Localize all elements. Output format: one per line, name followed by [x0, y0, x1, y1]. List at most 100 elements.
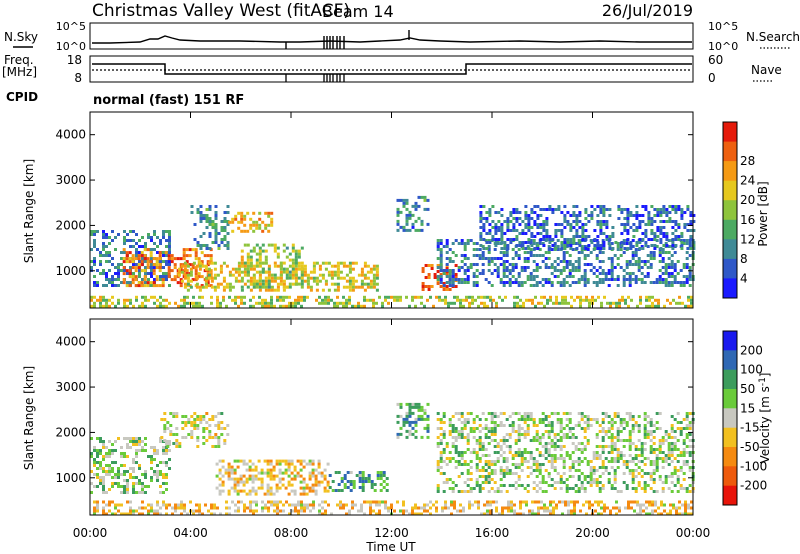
echo-cell — [227, 477, 231, 481]
echo-cell — [568, 418, 572, 421]
echo-cell — [439, 418, 443, 421]
echo-cell — [623, 223, 627, 226]
echo-cell — [190, 436, 194, 439]
echo-cell — [367, 477, 371, 480]
echo-cell — [469, 487, 473, 490]
echo-cell — [275, 474, 279, 478]
echo-cell — [590, 214, 594, 217]
echo-cell — [584, 208, 588, 211]
echo-cell — [162, 482, 165, 485]
echo-cell — [233, 471, 237, 475]
echo-cell — [150, 236, 153, 239]
echo-cell — [472, 272, 476, 275]
echo-cell — [546, 301, 549, 305]
echo-cell — [180, 503, 183, 507]
echo-cell — [408, 414, 412, 418]
echo-cell — [508, 472, 512, 475]
echo-cell — [159, 470, 162, 473]
echo-cell — [508, 263, 512, 266]
echo-cell — [193, 223, 197, 226]
echo-cell — [194, 257, 198, 261]
echo-cell — [645, 295, 648, 299]
echo-cell — [369, 282, 373, 286]
echo-cell — [223, 244, 227, 247]
echo-cell — [195, 282, 199, 286]
echo-cell — [93, 263, 96, 266]
echo-cell — [177, 304, 180, 308]
echo-cell — [502, 251, 506, 254]
echo-cell — [614, 241, 618, 244]
echo-cell — [318, 503, 321, 507]
echo-cell — [210, 285, 214, 289]
echo-cell — [297, 503, 300, 507]
echo-cell — [589, 469, 593, 472]
echo-cell — [619, 254, 623, 257]
echo-cell — [261, 500, 264, 504]
echo-cell — [135, 491, 138, 494]
echo-cell — [294, 264, 298, 268]
echo-cell — [234, 276, 238, 280]
echo-cell — [216, 304, 219, 308]
echo-cell — [426, 509, 429, 513]
echo-cell — [427, 276, 431, 279]
echo-cell — [198, 285, 202, 289]
echo-cell — [488, 214, 492, 217]
echo-cell — [186, 279, 190, 283]
echo-cell — [586, 427, 590, 430]
echo-cell — [123, 437, 126, 440]
echo-cell — [339, 506, 342, 510]
echo-cell — [610, 448, 614, 451]
echo-cell — [264, 211, 268, 215]
echo-cell — [448, 457, 452, 460]
echo-cell — [610, 418, 614, 421]
echo-cell — [628, 418, 632, 421]
echo-cell — [570, 500, 573, 504]
echo-cell — [516, 301, 519, 305]
echo-cell — [444, 298, 447, 302]
echo-cell — [165, 304, 168, 308]
echo-cell — [129, 446, 132, 449]
echo-cell — [674, 211, 678, 214]
echo-cell — [602, 211, 606, 214]
echo-cell — [545, 229, 549, 232]
echo-cell — [647, 211, 651, 214]
echo-cell — [117, 509, 120, 513]
echo-cell — [484, 448, 488, 451]
echo-cell — [258, 295, 261, 299]
echo-cell — [423, 198, 427, 202]
velocity-echo-cells — [90, 402, 695, 516]
echo-cell — [659, 232, 663, 235]
echo-cell — [264, 226, 268, 230]
echo-cell — [523, 487, 527, 490]
echo-cell — [270, 273, 274, 277]
echo-cell — [408, 228, 412, 232]
echo-cell — [439, 266, 443, 269]
echo-cell — [226, 247, 230, 250]
echo-cell — [352, 486, 356, 489]
echo-cell — [679, 269, 683, 272]
echo-cell — [302, 480, 306, 484]
echo-cell — [667, 239, 671, 242]
echo-cell — [258, 226, 262, 230]
echo-cell — [402, 420, 406, 424]
echo-cell — [234, 503, 237, 507]
colorbar-tick-label: 24 — [740, 174, 755, 188]
echo-cell — [636, 503, 639, 507]
echo-cell — [108, 509, 111, 513]
echo-cell — [315, 288, 319, 292]
echo-cell — [273, 243, 277, 247]
echo-cell — [604, 433, 608, 436]
echo-cell — [637, 415, 641, 418]
echo-cell — [337, 483, 341, 486]
echo-cell — [636, 304, 639, 308]
echo-cell — [610, 451, 614, 454]
echo-cell — [530, 235, 534, 238]
echo-cell — [667, 454, 671, 457]
echo-cell — [484, 427, 488, 430]
echo-cell — [602, 205, 606, 208]
echo-cell — [242, 489, 246, 493]
echo-cell — [288, 285, 292, 289]
echo-cell — [164, 251, 168, 255]
echo-cell — [166, 421, 170, 424]
echo-cell — [568, 263, 572, 266]
